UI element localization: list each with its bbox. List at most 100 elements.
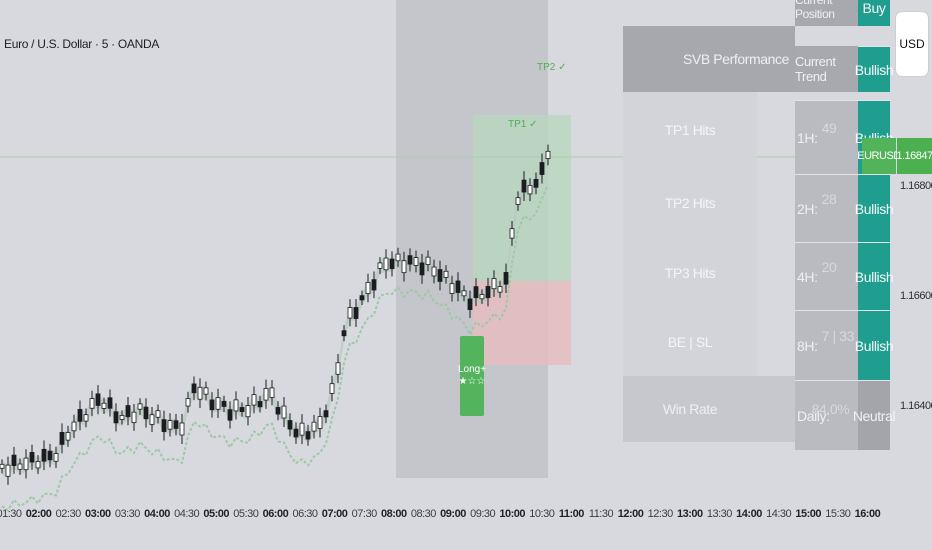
candle xyxy=(221,395,227,413)
time-axis-label: 12:30 xyxy=(647,508,674,520)
candle xyxy=(0,459,5,474)
candle xyxy=(239,402,245,417)
candle xyxy=(509,220,515,246)
time-axis-label: 11:00 xyxy=(558,508,585,520)
time-axis-label: 03:30 xyxy=(114,508,141,520)
candle xyxy=(155,404,161,424)
current-position-value: Buy xyxy=(858,0,890,26)
time-axis-label: 16:00 xyxy=(854,508,881,520)
candle xyxy=(41,440,47,471)
candle xyxy=(281,397,287,427)
trend-signal-daily: Neutral xyxy=(853,380,896,450)
candle xyxy=(107,389,113,417)
candle xyxy=(53,446,59,469)
candle xyxy=(545,144,551,166)
trend-row-4h: 4H: 20 xyxy=(795,242,858,310)
candle xyxy=(371,271,377,299)
candle xyxy=(419,253,425,284)
win-rate-label: Win Rate xyxy=(623,376,757,442)
candle xyxy=(329,375,335,402)
candle xyxy=(395,247,401,268)
moving-average-line xyxy=(1,184,549,512)
long-signal-tag: Long+ ★☆☆ xyxy=(457,336,487,416)
y-axis-label: 1.16600 xyxy=(900,290,932,302)
candle xyxy=(95,385,101,415)
candle xyxy=(131,403,137,431)
time-axis-label: 12:00 xyxy=(617,508,644,520)
time-axis-label: 07:30 xyxy=(351,508,378,520)
trend-row-8h: 8H: 7 | 33 xyxy=(795,310,858,380)
candle xyxy=(215,388,221,419)
candle xyxy=(431,259,437,284)
candle xyxy=(533,172,539,195)
time-axis-label: 04:30 xyxy=(174,508,200,520)
candle xyxy=(353,298,359,328)
time-axis-label: 04:00 xyxy=(144,508,170,520)
candle xyxy=(515,191,521,211)
trend-row-2h: 2H: 28 xyxy=(795,174,858,242)
time-axis-label: 13:30 xyxy=(706,508,733,520)
candle xyxy=(185,391,191,413)
candle xyxy=(275,401,281,421)
time-axis-label: 14:00 xyxy=(736,508,762,520)
trend-tf: 4H: xyxy=(797,268,818,285)
candle xyxy=(89,390,95,417)
trend-tf: Daily: xyxy=(797,407,830,424)
time-axis-label: 07:00 xyxy=(321,508,348,520)
candle xyxy=(113,403,119,432)
time-axis-label: 06:00 xyxy=(262,508,289,520)
time-axis-label: 03:00 xyxy=(84,508,111,520)
candle xyxy=(335,353,341,384)
long-signal-label: Long+ xyxy=(457,364,487,375)
candle xyxy=(77,400,83,431)
candle xyxy=(365,273,371,303)
candle xyxy=(359,290,365,305)
currency-button[interactable]: USD xyxy=(896,12,928,76)
candle xyxy=(473,278,479,307)
candle xyxy=(521,171,527,202)
time-axis-label: 14:30 xyxy=(766,508,792,520)
candle xyxy=(71,414,77,439)
time-axis-label: 15:30 xyxy=(825,508,851,520)
candle xyxy=(263,379,269,409)
trend-row-daily: Daily: 84.0% xyxy=(795,380,858,450)
perf-row-be-sl: BE | SL xyxy=(623,308,757,376)
candle xyxy=(233,391,239,420)
win-rate-spacer xyxy=(757,376,795,442)
candle xyxy=(191,376,197,401)
candle xyxy=(257,395,263,413)
y-axis-label: 1.16800 xyxy=(900,180,932,192)
candle xyxy=(161,410,167,441)
time-axis-label: 09:00 xyxy=(440,508,466,520)
candle xyxy=(347,299,353,327)
candle xyxy=(29,444,35,470)
time-axis-label: 05:00 xyxy=(203,508,230,520)
trend-tf: 2H: xyxy=(797,200,818,217)
time-axis-label: 05:30 xyxy=(233,508,259,520)
candle xyxy=(377,257,383,275)
candle xyxy=(143,398,149,428)
candle xyxy=(101,397,107,415)
tp2-label: TP2 ✓ xyxy=(537,62,567,73)
candle xyxy=(119,410,125,425)
trend-signal-2h: Bullish xyxy=(855,174,894,242)
candle xyxy=(449,275,455,302)
candle xyxy=(425,250,431,272)
symbol-title[interactable]: Euro / U.S. Dollar · 5 · OANDA xyxy=(4,37,160,51)
trend-signal-8h: Bullish xyxy=(855,310,894,380)
candle xyxy=(485,277,491,307)
candle xyxy=(305,424,311,446)
candle xyxy=(173,413,179,436)
candle xyxy=(203,381,209,401)
time-axis-label: 10:00 xyxy=(499,508,526,520)
time-axis-label: 01:30 xyxy=(0,508,22,520)
candle xyxy=(179,413,185,444)
candle xyxy=(245,396,251,426)
candle xyxy=(539,153,545,184)
candle xyxy=(317,407,323,438)
time-axis-label: 06:30 xyxy=(292,508,318,520)
trend-count: 49 xyxy=(821,119,837,136)
candle xyxy=(401,251,407,282)
candle xyxy=(461,285,467,302)
